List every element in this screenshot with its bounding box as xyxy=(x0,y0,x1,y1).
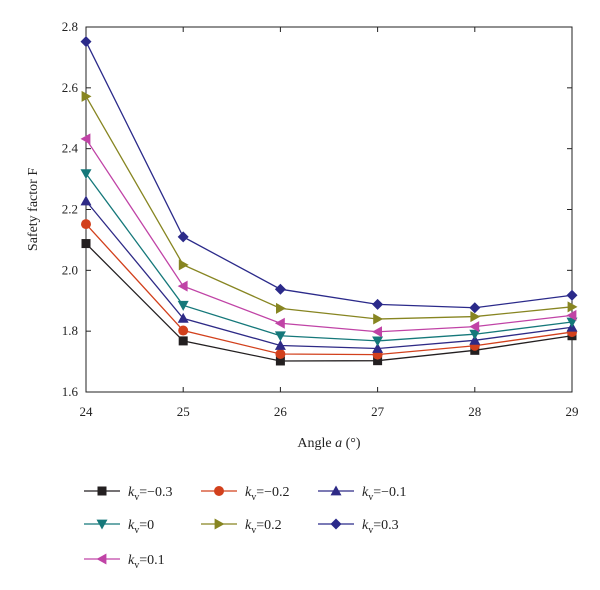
data-point xyxy=(81,239,91,249)
x-axis-label-part: Angle xyxy=(297,436,335,451)
data-point xyxy=(372,343,384,353)
data-point xyxy=(566,289,578,301)
legend-marker xyxy=(330,485,342,496)
y-tick-label: 2.4 xyxy=(62,141,79,156)
y-tick-label: 2.2 xyxy=(62,202,78,217)
legend-item: kv=0.3 xyxy=(318,518,399,536)
legend-item: kv=−0.1 xyxy=(318,485,407,503)
data-point xyxy=(372,336,384,347)
data-point xyxy=(372,298,384,310)
series-line-4 xyxy=(85,96,573,320)
data-point xyxy=(469,329,481,340)
x-tick-label: 25 xyxy=(177,404,190,419)
data-point xyxy=(178,325,189,336)
data-point xyxy=(276,302,286,314)
y-axis-label: Safety factor F xyxy=(26,168,41,251)
legend-marker xyxy=(214,486,224,496)
x-tick-label: 24 xyxy=(80,404,94,419)
data-point xyxy=(470,311,481,323)
data-point xyxy=(469,321,480,333)
data-point xyxy=(372,326,382,338)
y-tick-label: 1.8 xyxy=(62,323,78,338)
legend-item: kv=0 xyxy=(84,518,154,536)
data-point xyxy=(81,219,91,230)
x-tick-label: 26 xyxy=(274,404,288,419)
series-lines xyxy=(85,41,573,362)
data-point xyxy=(80,195,92,206)
data-point xyxy=(177,300,189,311)
data-point xyxy=(373,313,384,325)
legend-label: kv=0.2 xyxy=(245,518,282,536)
y-tick-label: 2.6 xyxy=(62,80,79,95)
legend-item: kv=0.2 xyxy=(201,518,282,536)
legend-marker xyxy=(96,553,107,565)
legend-marker xyxy=(330,518,342,530)
data-point xyxy=(80,36,92,48)
data-point xyxy=(178,336,188,346)
y-tick-label: 1.6 xyxy=(62,384,79,399)
legend-label: kv=0.1 xyxy=(128,553,165,571)
legend: kv=−0.3 kv=−0.2 kv=−0.1 kv=0 kv=0.2 kv=0.3 kv=… xyxy=(84,485,407,571)
x-axis-label-part: (°) xyxy=(342,436,361,451)
legend-item: kv=0.1 xyxy=(84,553,165,571)
y-tick-label: 2.0 xyxy=(62,262,78,277)
y-tick-label: 2.8 xyxy=(62,19,78,34)
data-point xyxy=(566,309,577,321)
data-point xyxy=(274,283,286,295)
data-point xyxy=(81,90,92,102)
series-markers xyxy=(80,36,578,366)
series-line-3 xyxy=(85,173,573,342)
legend-marker xyxy=(214,518,225,530)
data-point xyxy=(274,317,285,329)
legend-label: kv=0.3 xyxy=(362,518,399,536)
data-point xyxy=(567,301,578,313)
series-line-1 xyxy=(85,223,573,356)
data-point xyxy=(566,317,578,328)
legend-item: kv=−0.3 xyxy=(84,485,173,503)
data-point xyxy=(275,348,286,359)
legend-marker xyxy=(97,486,107,496)
series-line-6 xyxy=(85,138,573,333)
data-point xyxy=(274,339,286,350)
data-point xyxy=(178,259,189,271)
x-axis: 24 25 26 27 28 29 xyxy=(80,27,579,419)
data-point xyxy=(80,169,92,180)
data-point xyxy=(469,334,481,345)
data-point xyxy=(177,231,189,243)
series-line-5 xyxy=(85,41,573,309)
legend-marker xyxy=(96,519,108,530)
legend-label: kv=−0.2 xyxy=(245,485,290,503)
x-axis-label: Angle a (°) xyxy=(297,436,360,451)
series-line-2 xyxy=(85,200,573,350)
x-tick-label: 29 xyxy=(566,404,579,419)
legend-label: kv=0 xyxy=(128,518,154,536)
x-tick-label: 28 xyxy=(468,404,481,419)
data-point xyxy=(275,356,285,366)
data-point xyxy=(373,356,383,366)
y-axis: 1.6 1.8 2.0 2.2 2.4 2.6 2.8 xyxy=(62,19,572,399)
legend-item: kv=−0.2 xyxy=(201,485,290,503)
data-point xyxy=(274,331,286,342)
legend-label: kv=−0.1 xyxy=(362,485,407,503)
data-point xyxy=(469,302,481,314)
x-axis-label-part: a xyxy=(335,436,342,451)
data-point xyxy=(80,133,91,145)
legend-label: kv=−0.3 xyxy=(128,485,173,503)
x-tick-label: 27 xyxy=(371,404,385,419)
series-line-0 xyxy=(85,243,573,362)
data-point xyxy=(177,280,188,292)
data-point xyxy=(177,312,189,323)
